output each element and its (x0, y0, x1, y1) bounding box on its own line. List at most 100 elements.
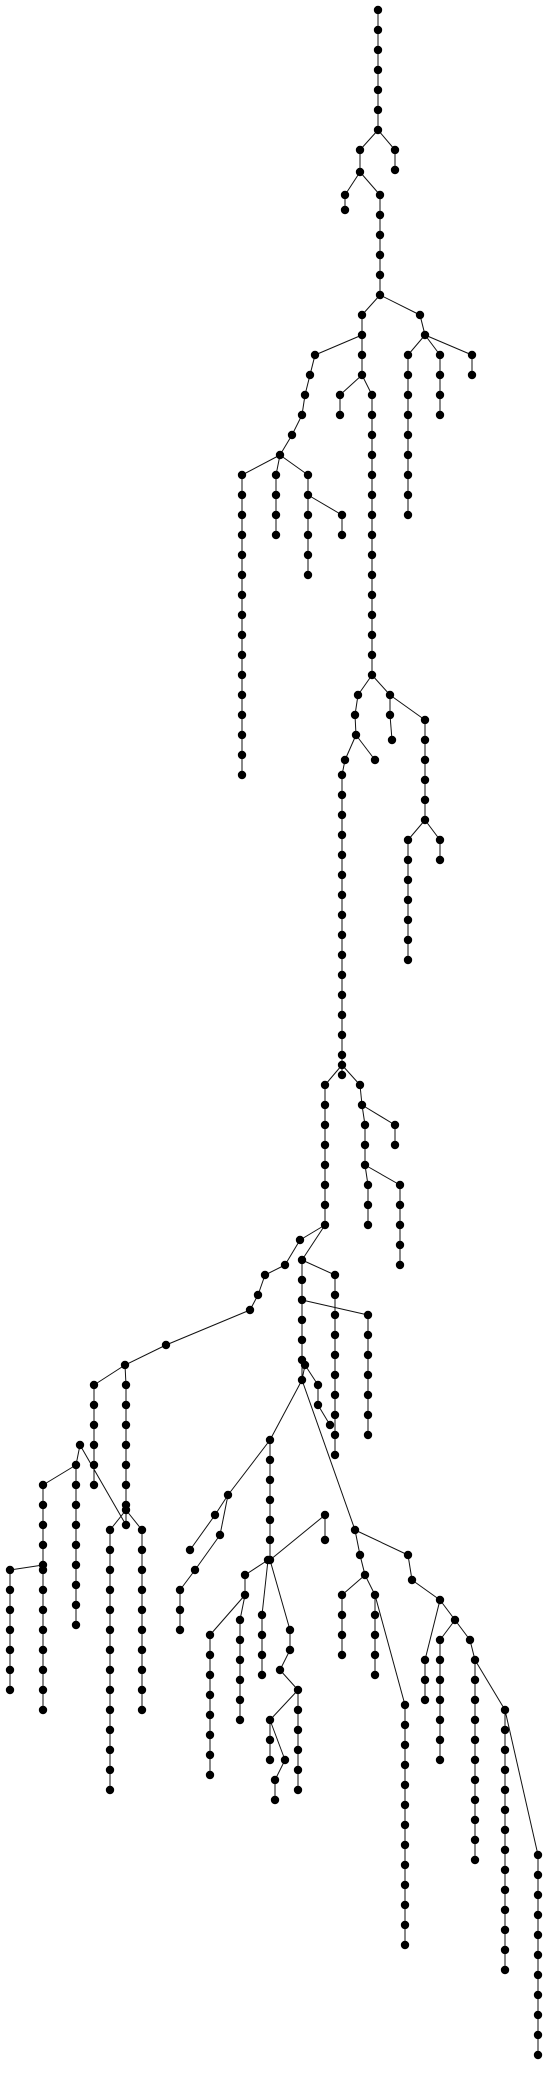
tree-node (415, 310, 425, 320)
tree-node (235, 1635, 245, 1645)
tree-node (367, 550, 377, 560)
tree-node (395, 1180, 405, 1190)
tree-node (400, 1860, 410, 1870)
tree-node (5, 1625, 15, 1635)
tree-node (360, 1120, 370, 1130)
tree-edge (209, 1594, 246, 1636)
tree-edge (79, 1444, 127, 1526)
tree-node (400, 1780, 410, 1790)
tree-node (375, 210, 385, 220)
tree-node (357, 350, 367, 360)
tree-node (105, 1785, 115, 1795)
tree-node (38, 1685, 48, 1695)
tree-node (293, 1705, 303, 1715)
tree-node (470, 1835, 480, 1845)
tree-node (38, 1500, 48, 1510)
tree-node (500, 1905, 510, 1915)
tree-node (285, 1645, 295, 1655)
tree-node (5, 1645, 15, 1655)
tree-node (337, 830, 347, 840)
tree-edge (314, 334, 363, 356)
tree-node (137, 1545, 147, 1555)
tree-node (71, 1480, 81, 1490)
tree-node (265, 1435, 275, 1445)
tree-node (235, 1715, 245, 1725)
tree-node (370, 755, 380, 765)
tree-node (363, 1350, 373, 1360)
tree-node (355, 145, 365, 155)
tree-node (373, 105, 383, 115)
tree-node (435, 350, 445, 360)
tree-node (533, 1990, 543, 2000)
tree-node (293, 1725, 303, 1735)
tree-node (237, 730, 247, 740)
tree-node (335, 410, 345, 420)
tree-node (363, 1410, 373, 1420)
tree-edge (424, 334, 473, 356)
tree-node (420, 1675, 430, 1685)
tree-node (237, 750, 247, 760)
tree-node (375, 290, 385, 300)
tree-node (337, 1010, 347, 1020)
tree-node (500, 1825, 510, 1835)
tree-node (235, 1695, 245, 1705)
tree-node (357, 1100, 367, 1110)
tree-node (390, 165, 400, 175)
tree-edge (407, 1554, 413, 1581)
tree-node (533, 1890, 543, 1900)
tree-edge (307, 494, 343, 516)
tree-node (330, 1290, 340, 1300)
tree-node (271, 510, 281, 520)
tree-edge (9, 1564, 44, 1571)
tree-node (75, 1440, 85, 1450)
tree-node (420, 755, 430, 765)
tree-node (340, 190, 350, 200)
tree-node (470, 1775, 480, 1785)
tree-node (370, 1670, 380, 1680)
tree-node (137, 1565, 147, 1575)
tree-edge (269, 1689, 299, 1721)
tree-node (257, 1670, 267, 1680)
tree-node (320, 1535, 330, 1545)
tree-node (237, 770, 247, 780)
tree-node (205, 1750, 215, 1760)
tree-node (403, 835, 413, 845)
tree-node (470, 1695, 480, 1705)
tree-node (253, 1290, 263, 1300)
tree-node (105, 1525, 115, 1535)
tree-node (367, 450, 377, 460)
tree-node (237, 530, 247, 540)
tree-node (320, 1510, 330, 1520)
tree-edge (371, 674, 391, 696)
tree-node (300, 1360, 310, 1370)
tree-node (385, 690, 395, 700)
tree-node (403, 470, 413, 480)
tree-node (280, 1755, 290, 1765)
tree-node (335, 390, 345, 400)
tree-node (210, 1510, 220, 1520)
tree-node (121, 1440, 131, 1450)
tree-node (387, 735, 397, 745)
tree-node (500, 1885, 510, 1895)
tree-node (89, 1400, 99, 1410)
tree-node (275, 450, 285, 460)
tree-node (237, 550, 247, 560)
tree-node (363, 1200, 373, 1210)
tree-node (363, 1370, 373, 1380)
tree-node (395, 1260, 405, 1270)
tree-node (205, 1670, 215, 1680)
tree-node (185, 1545, 195, 1555)
tree-node (105, 1665, 115, 1675)
tree-node (435, 1695, 445, 1705)
tree-node (89, 1380, 99, 1390)
tree-node (5, 1605, 15, 1615)
tree-node (363, 1180, 373, 1190)
tree-node (500, 1765, 510, 1775)
tree-node (367, 410, 377, 420)
tree-node (400, 1880, 410, 1890)
tree-node (407, 1575, 417, 1585)
tree-node (390, 145, 400, 155)
tree-node (121, 1480, 131, 1490)
tree-node (337, 510, 347, 520)
tree-node (320, 1200, 330, 1210)
